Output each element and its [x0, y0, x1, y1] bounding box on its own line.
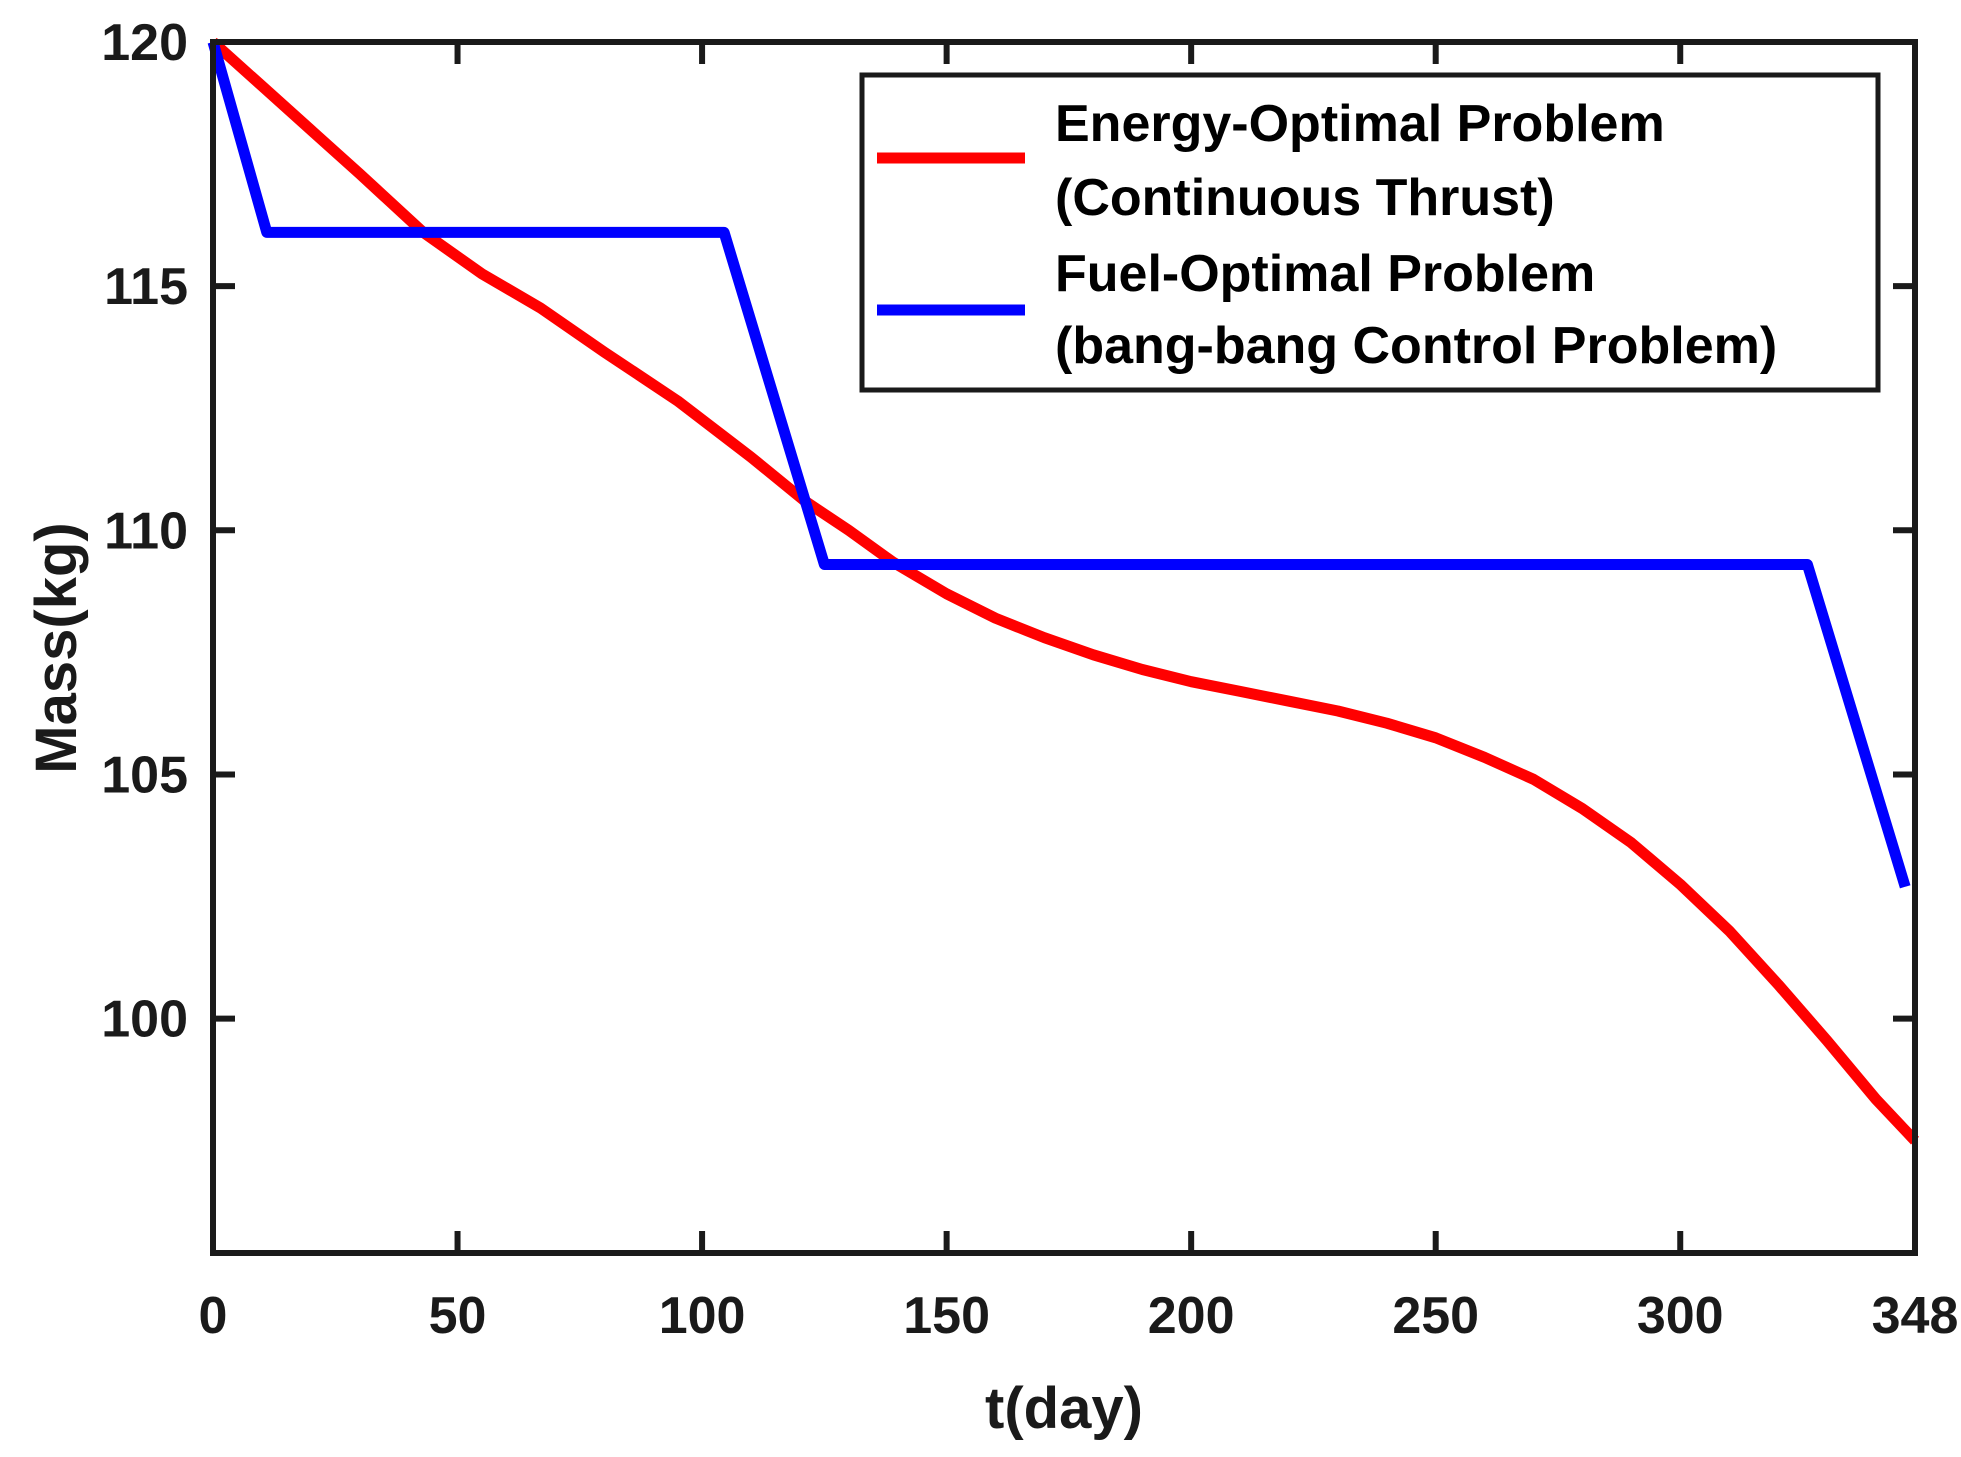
series-line-1 [207, 40, 1911, 889]
tick-label: 100 [101, 991, 188, 1049]
legend-label-fuel-optimal-line2: (bang-bang Control Problem) [1055, 317, 1777, 375]
legend: Energy-Optimal Problem (Continuous Thrus… [859, 72, 1881, 393]
tick-label: 150 [903, 1287, 990, 1345]
axes-box [210, 39, 1918, 1256]
series-line-0 [209, 37, 1920, 1145]
tick-label: 105 [101, 746, 188, 804]
legend-label-energy-optimal-line1: Energy-Optimal Problem [1055, 95, 1665, 153]
tick-label: 300 [1637, 1287, 1724, 1345]
tick-label: 348 [1872, 1287, 1959, 1345]
tick-label: 100 [659, 1287, 746, 1345]
tick-label: 0 [199, 1287, 228, 1345]
legend-label-energy-optimal-line2: (Continuous Thrust) [1055, 169, 1555, 227]
tick-label: 110 [104, 502, 188, 560]
y-axis-label: Mass(kg) [24, 522, 89, 773]
legend-box [859, 72, 1881, 393]
tick-label: 250 [1392, 1287, 1479, 1345]
legend-label-fuel-optimal-line1: Fuel-Optimal Problem [1055, 245, 1595, 303]
x-axis-label: t(day) [985, 1376, 1143, 1441]
tick-label: 120 [101, 14, 188, 72]
plot-border [210, 39, 1918, 1256]
tick-labels: 0 50 100 150 200 250 300 348 100 105 110 115 120 [101, 14, 1958, 1345]
tick-label: 200 [1148, 1287, 1235, 1345]
tick-label: 115 [104, 258, 188, 316]
series-layer [207, 37, 1920, 1145]
tick-label: 50 [429, 1287, 487, 1345]
